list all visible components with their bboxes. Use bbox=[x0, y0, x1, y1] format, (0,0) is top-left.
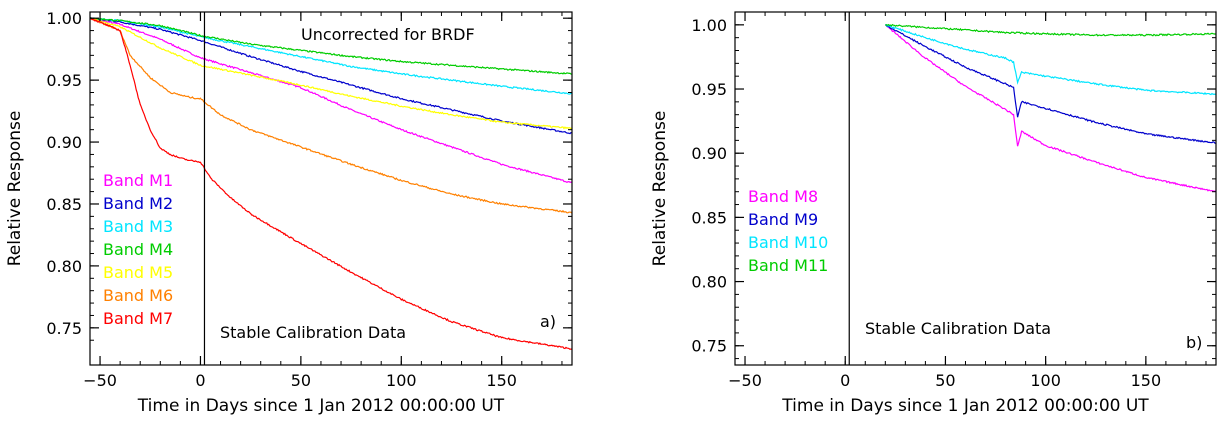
x-tick-label: 0 bbox=[195, 371, 205, 390]
legend-entry-band-m9: Band M9 bbox=[748, 210, 818, 229]
y-tick-label: 0.75 bbox=[691, 337, 727, 356]
y-axis-title: Relative Response bbox=[650, 111, 670, 267]
x-tick-label: 150 bbox=[486, 371, 517, 390]
series-line-band-m3 bbox=[90, 17, 572, 95]
panel-a: 0.75 0.80 0.85 0.90 0.95 1.00 −50 0 50 100 150 Time… bbox=[5, 9, 573, 416]
plot-frame bbox=[89, 11, 573, 366]
panel-label: a) bbox=[540, 312, 556, 331]
series-line-band-m6 bbox=[90, 17, 572, 214]
legend-entry-band-m1: Band M1 bbox=[103, 171, 173, 190]
legend-entry-band-m5: Band M5 bbox=[103, 263, 173, 282]
legend-entry-band-m4: Band M4 bbox=[103, 240, 173, 259]
legend-entry-band-m6: Band M6 bbox=[103, 286, 173, 305]
annotation-text: Stable Calibration Data bbox=[865, 319, 1051, 338]
series-line-band-m5 bbox=[90, 17, 572, 130]
x-tick-label: −50 bbox=[728, 371, 762, 390]
plot-frame bbox=[734, 11, 1217, 366]
y-tick-label: 0.80 bbox=[46, 257, 82, 276]
x-tick-label: 100 bbox=[1030, 371, 1061, 390]
panel-label: b) bbox=[1186, 333, 1202, 352]
legend-entry-band-m2: Band M2 bbox=[103, 194, 173, 213]
y-tick-label: 0.75 bbox=[46, 319, 82, 338]
annotation-text: Uncorrected for BRDF bbox=[301, 25, 475, 44]
legend-entry-band-m11: Band M11 bbox=[748, 256, 828, 275]
series-line-band-m4 bbox=[90, 16, 572, 75]
x-tick-label: 50 bbox=[935, 371, 955, 390]
series-line-band-m1 bbox=[90, 16, 572, 183]
y-tick-label: 0.80 bbox=[691, 273, 727, 292]
x-tick-label: 0 bbox=[840, 371, 850, 390]
x-axis-title: Time in Days since 1 Jan 2012 00:00:00 U… bbox=[137, 396, 505, 416]
legend-entry-band-m8: Band M8 bbox=[748, 187, 818, 206]
legend-entry-band-m7: Band M7 bbox=[103, 309, 173, 328]
y-tick-label: 1.00 bbox=[691, 16, 727, 35]
panel-b: 0.75 0.80 0.85 0.90 0.95 1.00 −50 0 50 100 150 Time… bbox=[650, 11, 1217, 416]
x-tick-label: −50 bbox=[83, 371, 117, 390]
series-line-band-m9 bbox=[884, 24, 1216, 144]
legend-entry-band-m3: Band M3 bbox=[103, 217, 173, 236]
y-tick-label: 0.95 bbox=[691, 80, 727, 99]
y-tick-label: 0.85 bbox=[691, 208, 727, 227]
y-tick-label: 0.85 bbox=[46, 195, 82, 214]
series-line-band-m8 bbox=[885, 24, 1216, 193]
series-line-band-m10 bbox=[885, 23, 1216, 96]
x-tick-label: 100 bbox=[386, 371, 417, 390]
y-tick-label: 0.90 bbox=[691, 144, 727, 163]
series-line-band-m7 bbox=[90, 17, 572, 351]
annotation-text: Stable Calibration Data bbox=[220, 323, 406, 342]
y-tick-label: 0.95 bbox=[46, 71, 82, 90]
y-tick-label: 1.00 bbox=[46, 9, 82, 28]
series-line-band-m11 bbox=[885, 23, 1216, 37]
series-line-band-m2 bbox=[90, 17, 572, 135]
y-axis-title: Relative Response bbox=[5, 111, 25, 267]
x-tick-label: 50 bbox=[291, 371, 311, 390]
y-tick-label: 0.90 bbox=[46, 133, 82, 152]
x-tick-label: 150 bbox=[1131, 371, 1162, 390]
x-axis-title: Time in Days since 1 Jan 2012 00:00:00 U… bbox=[781, 396, 1149, 416]
legend-entry-band-m10: Band M10 bbox=[748, 233, 828, 252]
